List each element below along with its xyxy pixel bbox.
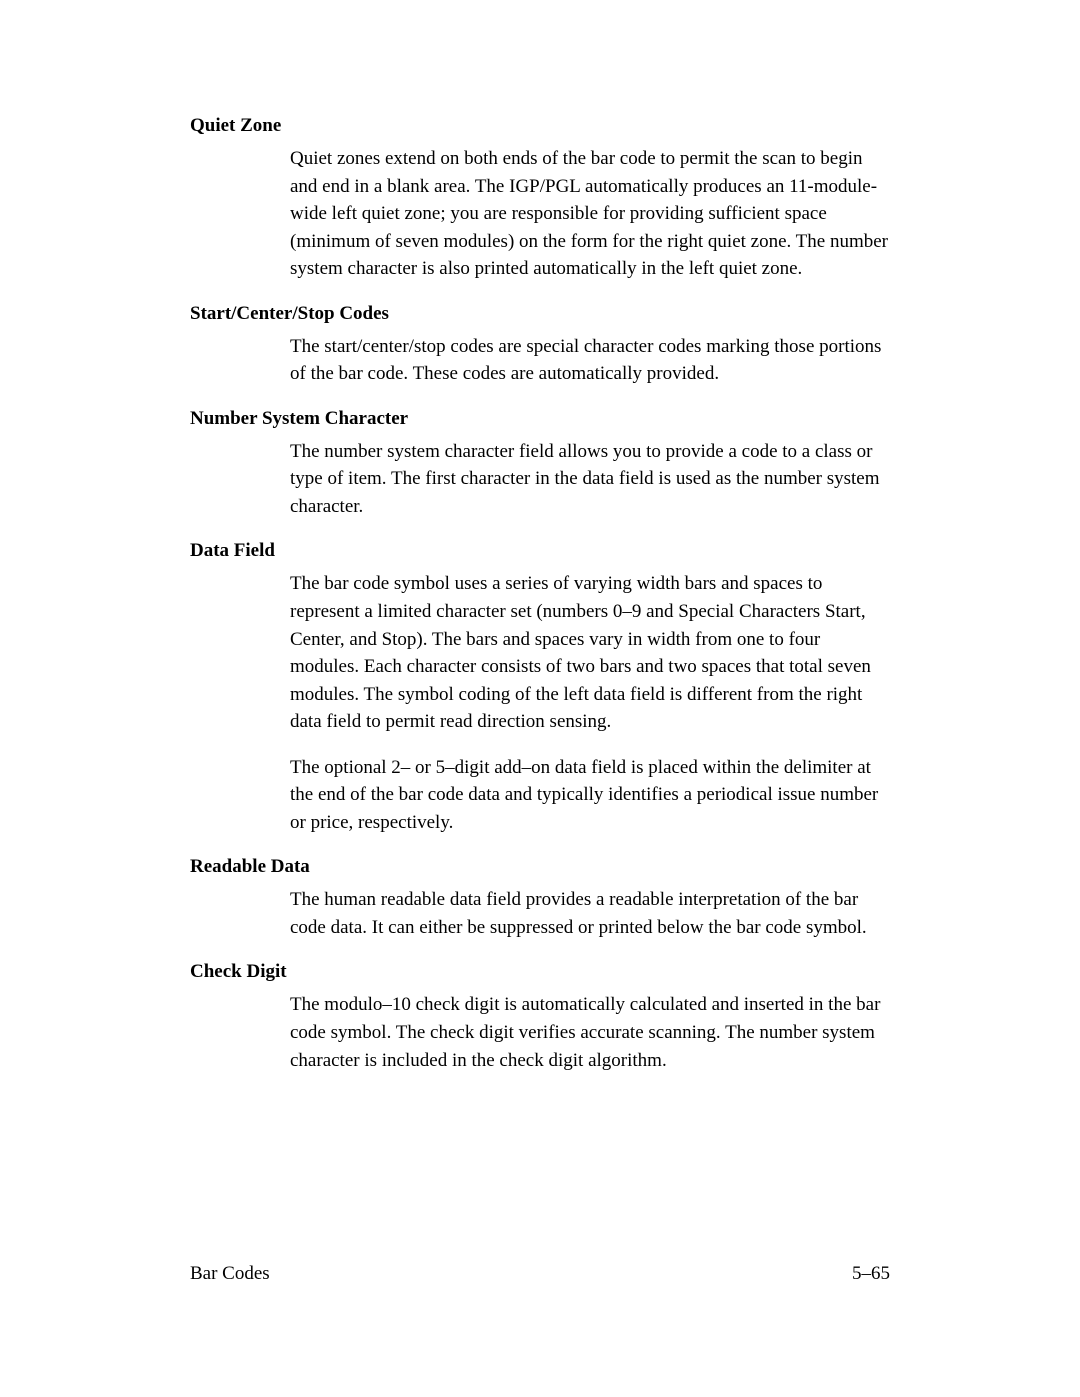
section-start-center-stop: Start/Center/Stop Codes The start/center… (190, 303, 890, 388)
body-check-digit: The modulo–10 check digit is automatical… (190, 991, 890, 1074)
heading-data-field: Data Field (190, 540, 890, 562)
paragraph: The human readable data field provides a… (290, 886, 890, 941)
body-number-system: The number system character field allows… (190, 438, 890, 521)
paragraph: The modulo–10 check digit is automatical… (290, 991, 890, 1074)
body-quiet-zone: Quiet zones extend on both ends of the b… (190, 145, 890, 283)
paragraph: The bar code symbol uses a series of var… (290, 570, 890, 735)
page-content: Quiet Zone Quiet zones extend on both en… (0, 0, 1080, 1074)
section-data-field: Data Field The bar code symbol uses a se… (190, 540, 890, 836)
paragraph: Quiet zones extend on both ends of the b… (290, 145, 890, 283)
footer-right: 5–65 (852, 1263, 890, 1285)
section-quiet-zone: Quiet Zone Quiet zones extend on both en… (190, 115, 890, 283)
section-readable-data: Readable Data The human readable data fi… (190, 856, 890, 941)
paragraph: The start/center/stop codes are special … (290, 333, 890, 388)
section-check-digit: Check Digit The modulo–10 check digit is… (190, 961, 890, 1074)
heading-start-center-stop: Start/Center/Stop Codes (190, 303, 890, 325)
section-number-system: Number System Character The number syste… (190, 408, 890, 521)
heading-number-system: Number System Character (190, 408, 890, 430)
heading-check-digit: Check Digit (190, 961, 890, 983)
heading-readable-data: Readable Data (190, 856, 890, 878)
footer-left: Bar Codes (190, 1263, 270, 1285)
heading-quiet-zone: Quiet Zone (190, 115, 890, 137)
paragraph: The number system character field allows… (290, 438, 890, 521)
paragraph: The optional 2– or 5–digit add–on data f… (290, 754, 890, 837)
body-data-field: The bar code symbol uses a series of var… (190, 570, 890, 836)
page-footer: Bar Codes 5–65 (190, 1263, 890, 1285)
body-start-center-stop: The start/center/stop codes are special … (190, 333, 890, 388)
body-readable-data: The human readable data field provides a… (190, 886, 890, 941)
